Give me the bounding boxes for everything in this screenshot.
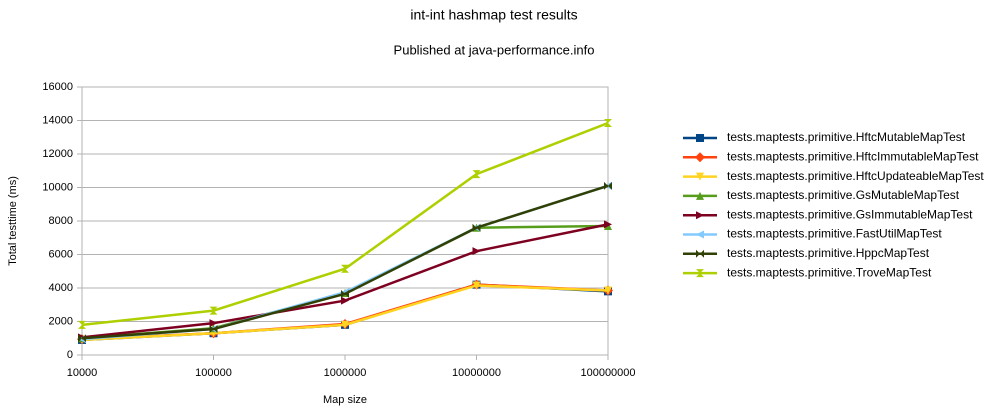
data-point bbox=[472, 281, 481, 290]
x-tick-label: 10000000 bbox=[452, 367, 501, 379]
legend-label: tests.maptests.primitive.TroveMapTest bbox=[727, 265, 932, 279]
data-point bbox=[78, 334, 86, 343]
y-tick-label: 14000 bbox=[42, 114, 73, 126]
x-tick-label: 1000000 bbox=[324, 367, 367, 379]
data-point bbox=[341, 264, 349, 273]
x-tick-label: 100000000 bbox=[580, 367, 635, 379]
y-tick-label: 0 bbox=[67, 349, 73, 361]
data-point bbox=[341, 289, 349, 298]
legend-marker bbox=[696, 211, 704, 220]
chart-subtitle: Published at java-performance.info bbox=[394, 42, 595, 57]
data-point bbox=[604, 286, 612, 295]
legend-marker bbox=[696, 230, 704, 239]
data-point bbox=[209, 306, 218, 315]
y-tick-label: 10000 bbox=[42, 181, 73, 193]
data-point bbox=[472, 247, 481, 256]
data-point bbox=[209, 319, 218, 328]
y-axis-label: Total testtime (ms) bbox=[7, 176, 19, 266]
y-tick-label: 4000 bbox=[49, 282, 73, 294]
legend-marker bbox=[696, 191, 704, 200]
series-line bbox=[81, 184, 609, 340]
data-point bbox=[472, 223, 481, 232]
legend-label: tests.maptests.primitive.HftcMutableMapT… bbox=[727, 130, 966, 144]
legend-label: tests.maptests.primitive.GsMutableMapTes… bbox=[727, 188, 960, 202]
legend-marker bbox=[696, 172, 704, 181]
x-axis-label: Map size bbox=[323, 394, 367, 406]
data-point bbox=[78, 320, 86, 329]
legend-marker bbox=[695, 152, 705, 163]
data-point bbox=[604, 220, 612, 229]
legend-marker bbox=[696, 269, 704, 278]
data-point bbox=[341, 296, 349, 305]
legend-label: tests.maptests.primitive.HppcMapTest bbox=[727, 246, 930, 260]
legend-marker bbox=[696, 134, 704, 142]
chart-title: int-int hashmap test results bbox=[410, 7, 577, 23]
x-tick-label: 10000 bbox=[67, 367, 98, 379]
y-tick-label: 12000 bbox=[42, 148, 73, 160]
data-point bbox=[341, 320, 349, 329]
y-tick-label: 6000 bbox=[49, 248, 73, 260]
legend-label: tests.maptests.primitive.FastUtilMapTest bbox=[727, 227, 942, 241]
y-tick-label: 2000 bbox=[49, 315, 73, 327]
data-point bbox=[209, 325, 218, 334]
y-tick-label: 8000 bbox=[49, 215, 73, 227]
data-point bbox=[604, 119, 612, 128]
legend-marker bbox=[696, 249, 704, 258]
data-point bbox=[604, 181, 612, 190]
plot-border bbox=[81, 86, 609, 356]
data-point bbox=[472, 170, 481, 179]
legend-label: tests.maptests.primitive.HftcImmutableMa… bbox=[727, 149, 979, 163]
x-tick-label: 100000 bbox=[195, 367, 232, 379]
y-tick-label: 16000 bbox=[42, 81, 73, 93]
legend-label: tests.maptests.primitive.HftcUpdateableM… bbox=[727, 169, 984, 183]
legend-label: tests.maptests.primitive.GsImmutableMapT… bbox=[727, 207, 973, 221]
